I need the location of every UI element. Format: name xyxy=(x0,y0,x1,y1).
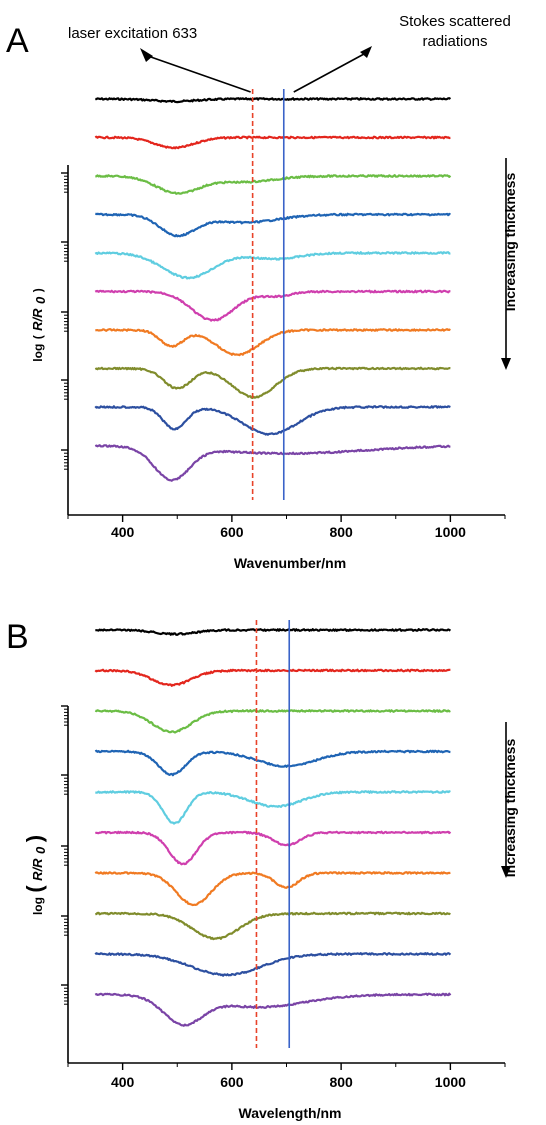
annotations: laser excitation 633 Stokes scattered radi… xyxy=(68,13,511,93)
svg-text:log ( R/R: log ( R/R 0 ) xyxy=(29,288,49,361)
series-line xyxy=(95,328,451,357)
panel-a: A 400 600 800 1000 laser excitation 633 Stok… xyxy=(6,13,518,571)
reference-lines xyxy=(251,89,285,500)
annotation-text: Stokes scattered xyxy=(399,13,511,30)
panel-label-b: B xyxy=(6,618,29,656)
annotation-arrow xyxy=(147,55,251,93)
x-axis-title: Wavenumber/nm xyxy=(234,555,346,571)
side-label-text: Increasing thickness xyxy=(502,173,518,312)
y-axis-title: log ( R/R 0 ) xyxy=(22,835,49,915)
side-label: Increasing thickness xyxy=(501,722,518,878)
x-tick-label: 400 xyxy=(111,524,135,540)
side-label-text: Increasing thickness xyxy=(502,739,518,878)
series-group xyxy=(94,97,452,482)
annotation-text: laser excitation 633 xyxy=(68,25,197,42)
series-line xyxy=(95,790,451,825)
series-line xyxy=(94,668,451,687)
series-line xyxy=(94,992,452,1027)
series-line xyxy=(95,911,451,941)
panel-b: B 400 600 800 1000 Wavelength/nm log ( R/R … xyxy=(6,618,518,1121)
y-axis-title: log ( R/R 0 ) xyxy=(29,288,49,361)
side-arrow-head xyxy=(501,866,511,878)
y-axis-ratio: R/R xyxy=(30,308,45,331)
series-line xyxy=(95,174,452,195)
x-tick-label: 800 xyxy=(329,524,353,540)
side-arrow-head xyxy=(501,358,511,370)
y-axis-prefix: log xyxy=(31,897,45,915)
series-line xyxy=(94,405,451,436)
y-axis-sub: 0 xyxy=(33,296,48,304)
series-line xyxy=(94,251,451,280)
series-line xyxy=(95,628,452,636)
axes: 400 600 800 1000 xyxy=(61,165,506,540)
x-tick-label: 600 xyxy=(220,524,244,540)
series-line xyxy=(95,212,451,238)
annotation-arrow xyxy=(293,53,365,93)
series-line xyxy=(94,366,451,400)
x-tick-label: 800 xyxy=(329,1074,353,1090)
series-line xyxy=(94,952,452,977)
axes: 400 600 800 1000 xyxy=(61,705,506,1090)
series-line xyxy=(94,871,451,907)
svg-text:log ( R/R: log ( R/R 0 ) xyxy=(22,835,49,915)
annotation-arrow-head xyxy=(140,48,153,62)
x-tick-label: 600 xyxy=(220,1074,244,1090)
series-line xyxy=(94,444,451,482)
series-line xyxy=(94,749,451,777)
series-line xyxy=(94,709,451,734)
x-tick-label: 400 xyxy=(111,1074,135,1090)
side-label: Increasing thickness xyxy=(501,158,518,370)
series-group xyxy=(94,628,452,1027)
y-axis-prefix: log xyxy=(31,344,45,362)
reference-lines xyxy=(255,620,291,1048)
y-axis-sub: 0 xyxy=(33,846,48,854)
series-line xyxy=(95,830,452,866)
series-line xyxy=(95,97,452,104)
annotation-text: radiations xyxy=(422,33,487,50)
panel-label-a: A xyxy=(6,22,29,60)
series-line xyxy=(94,135,451,150)
y-axis-ratio: R/R xyxy=(30,858,45,881)
x-axis-title: Wavelength/nm xyxy=(239,1105,342,1121)
x-tick-label: 1000 xyxy=(435,524,466,540)
series-line xyxy=(94,289,451,322)
annotation-arrow-head xyxy=(360,46,372,58)
x-tick-label: 1000 xyxy=(435,1074,466,1090)
